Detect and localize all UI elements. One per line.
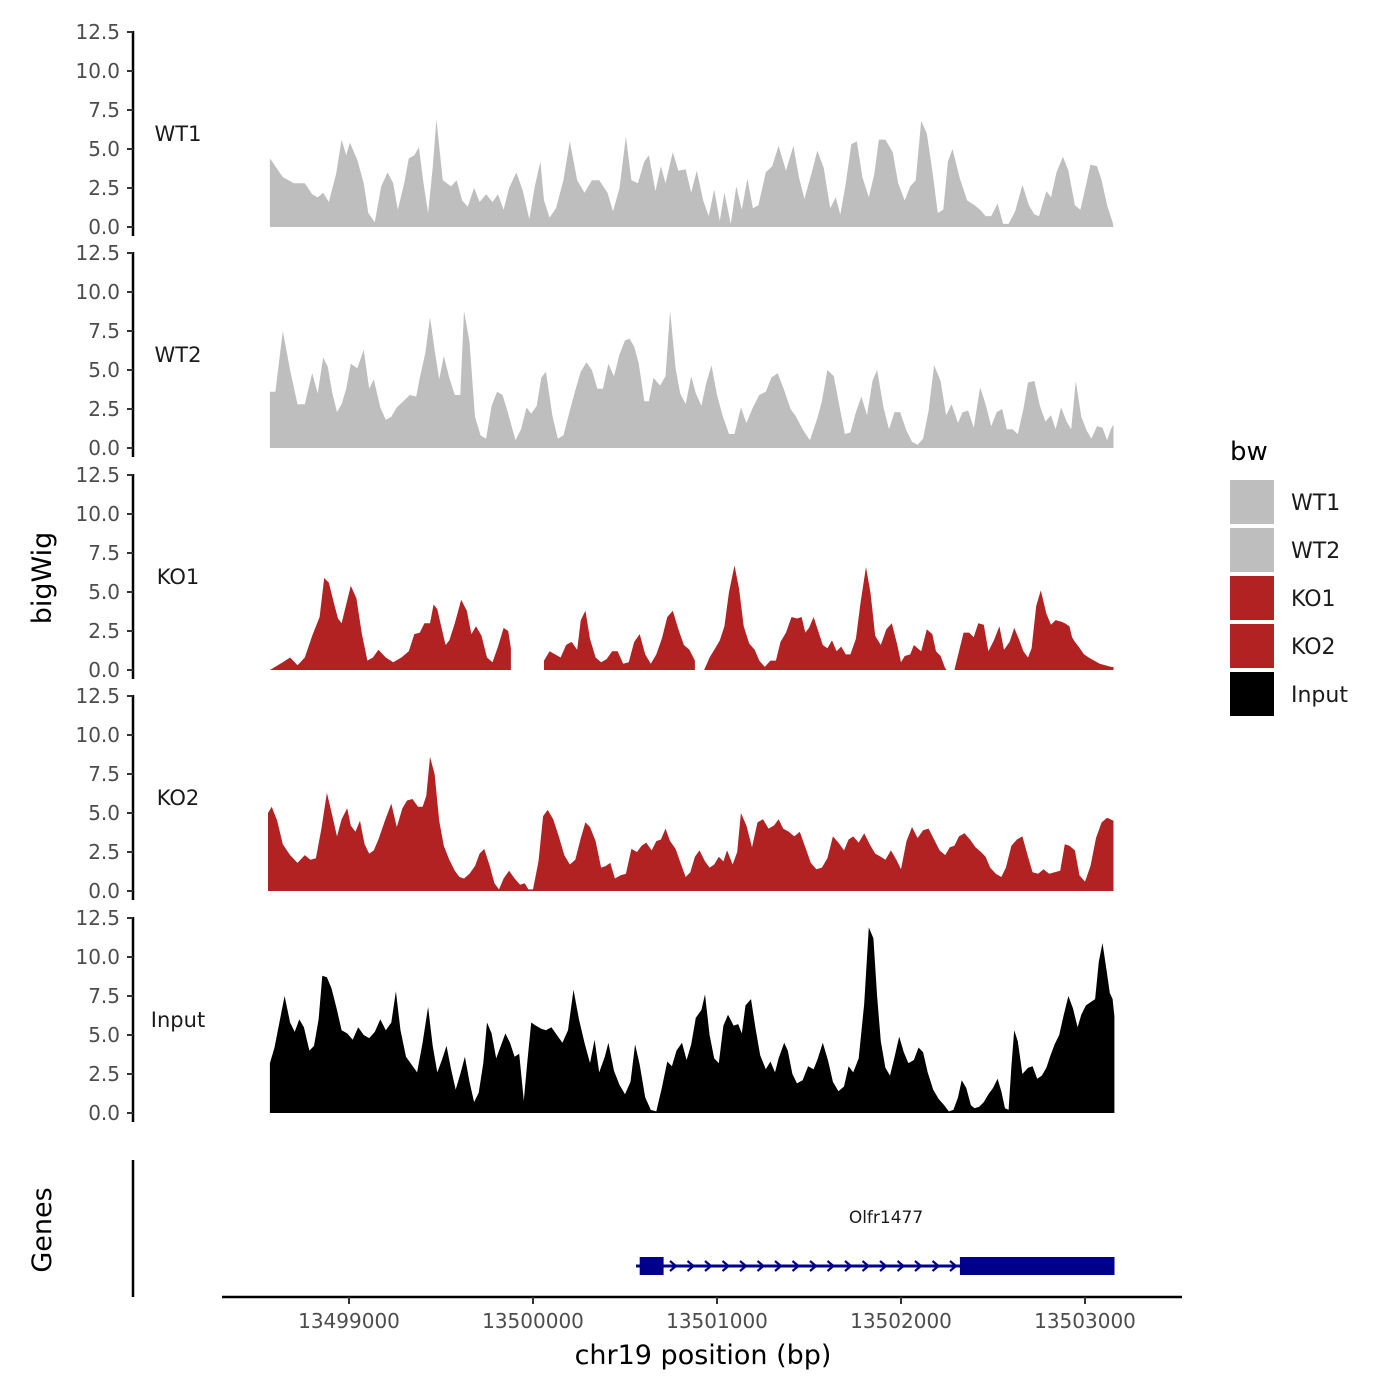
strand-arrow bbox=[931, 1260, 941, 1272]
legend-title: bw bbox=[1230, 437, 1268, 467]
y-tick-label: 5.0 bbox=[88, 137, 120, 161]
y-tick-label: 5.0 bbox=[88, 1023, 120, 1047]
y-tick-label: 10.0 bbox=[75, 280, 120, 304]
legend-item-input: Input bbox=[1230, 672, 1348, 716]
x-tick-label: 13499000 bbox=[298, 1309, 400, 1333]
y-tick-label: 7.5 bbox=[88, 98, 120, 122]
y-tick-label: 0.0 bbox=[88, 879, 120, 903]
y-tick-label: 12.5 bbox=[75, 463, 120, 487]
x-axis-title: chr19 position (bp) bbox=[575, 1340, 832, 1371]
legend-item-ko1: KO1 bbox=[1230, 576, 1336, 620]
track-ko1: 0.0 2.5 5.0 7.5 10.0 12.5 KO1 bbox=[75, 463, 1114, 682]
y-tick-label: 2.5 bbox=[88, 619, 120, 643]
y-tick-label: 10.0 bbox=[75, 723, 120, 747]
coverage-area bbox=[268, 756, 1114, 891]
gene-exon bbox=[959, 1257, 1115, 1275]
legend: bw WT1 WT2 KO1 KO2 Input bbox=[1230, 437, 1348, 716]
y-tick-label: 0.0 bbox=[88, 658, 120, 682]
track-label: WT1 bbox=[155, 122, 202, 146]
y-tick-label: 12.5 bbox=[75, 906, 120, 930]
x-tick-label: 13502000 bbox=[850, 1309, 952, 1333]
y-tick-label: 7.5 bbox=[88, 319, 120, 343]
legend-label: WT1 bbox=[1291, 491, 1340, 516]
coverage-gap bbox=[510, 473, 544, 671]
y-tick-label: 2.5 bbox=[88, 176, 120, 200]
y-tick-label: 7.5 bbox=[88, 762, 120, 786]
y-tick-label: 12.5 bbox=[75, 241, 120, 265]
strand-arrow bbox=[861, 1260, 871, 1272]
y-tick-label: 10.0 bbox=[75, 502, 120, 526]
gene-exon bbox=[639, 1257, 664, 1275]
coverage-area bbox=[269, 565, 1114, 670]
x-tick-label: 13501000 bbox=[666, 1309, 768, 1333]
gene-track: Olfr1477 bbox=[131, 1160, 1115, 1297]
y-tick-label: 0.0 bbox=[88, 1101, 120, 1125]
strand-arrow bbox=[669, 1260, 678, 1272]
legend-item-wt2: WT2 bbox=[1230, 528, 1340, 572]
y-tick-label: 5.0 bbox=[88, 358, 120, 382]
strand-arrow bbox=[949, 1260, 958, 1272]
y-tick-label: 2.5 bbox=[88, 397, 120, 421]
coverage-area bbox=[269, 927, 1115, 1113]
strand-arrow bbox=[704, 1260, 713, 1272]
strand-arrow bbox=[914, 1260, 923, 1272]
y-tick-label: 10.0 bbox=[75, 59, 120, 83]
coverage-tracks: 0.0 2.5 5.0 7.5 10.0 12.5 WT1 0.0 2.5 5.0 7.5 10.0 1… bbox=[75, 20, 1115, 1125]
y-tick-label: 5.0 bbox=[88, 580, 120, 604]
legend-label: Input bbox=[1291, 683, 1348, 708]
coverage-area bbox=[269, 310, 1114, 448]
legend-swatch bbox=[1230, 672, 1274, 716]
track-label: KO2 bbox=[157, 786, 200, 810]
track-wt1: 0.0 2.5 5.0 7.5 10.0 12.5 WT1 bbox=[75, 20, 1114, 239]
strand-arrow bbox=[879, 1260, 888, 1272]
genes-track-title: Genes bbox=[27, 1187, 58, 1272]
legend-swatch bbox=[1230, 576, 1274, 620]
y-axis-title: bigWig bbox=[27, 532, 58, 625]
track-input: 0.0 2.5 5.0 7.5 10.0 12.5 Input bbox=[75, 906, 1115, 1125]
legend-swatch bbox=[1230, 624, 1274, 668]
strand-arrow bbox=[826, 1260, 836, 1272]
track-label: KO1 bbox=[157, 565, 200, 589]
y-tick-label: 12.5 bbox=[75, 20, 120, 44]
coverage-gap bbox=[946, 473, 955, 671]
strand-arrow bbox=[721, 1260, 731, 1272]
legend-label: WT2 bbox=[1291, 539, 1340, 564]
legend-label: KO2 bbox=[1291, 635, 1336, 660]
y-tick-label: 7.5 bbox=[88, 541, 120, 565]
y-tick-label: 0.0 bbox=[88, 215, 120, 239]
strand-arrow bbox=[739, 1260, 748, 1272]
strand-arrow bbox=[896, 1260, 906, 1272]
y-tick-label: 2.5 bbox=[88, 840, 120, 864]
legend-item-ko2: KO2 bbox=[1230, 624, 1336, 668]
strand-arrow bbox=[686, 1260, 696, 1272]
y-tick-label: 5.0 bbox=[88, 801, 120, 825]
strand-arrow bbox=[844, 1260, 853, 1272]
x-tick-label: 13500000 bbox=[482, 1309, 584, 1333]
coverage-gap bbox=[694, 473, 705, 671]
strand-arrow bbox=[791, 1260, 801, 1272]
y-tick-label: 12.5 bbox=[75, 684, 120, 708]
x-axis: 13499000 13500000 13501000 13502000 13503000 bbox=[222, 1295, 1182, 1333]
legend-label: KO1 bbox=[1291, 587, 1336, 612]
x-tick-label: 13503000 bbox=[1034, 1309, 1136, 1333]
y-tick-label: 10.0 bbox=[75, 945, 120, 969]
legend-swatch bbox=[1230, 528, 1274, 572]
y-tick-label: 7.5 bbox=[88, 984, 120, 1008]
strand-arrow bbox=[809, 1260, 818, 1272]
track-label: WT2 bbox=[155, 343, 202, 367]
gene-olfr1477: Olfr1477 bbox=[636, 1208, 1115, 1275]
strand-arrow bbox=[774, 1260, 783, 1272]
track-wt2: 0.0 2.5 5.0 7.5 10.0 12.5 WT2 bbox=[75, 241, 1114, 460]
track-label: Input bbox=[151, 1008, 205, 1032]
gene-name-label: Olfr1477 bbox=[849, 1208, 923, 1228]
y-tick-label: 0.0 bbox=[88, 436, 120, 460]
legend-item-wt1: WT1 bbox=[1230, 480, 1340, 524]
y-tick-label: 2.5 bbox=[88, 1062, 120, 1086]
strand-arrow bbox=[756, 1260, 766, 1272]
track-ko2: 0.0 2.5 5.0 7.5 10.0 12.5 KO2 bbox=[75, 684, 1114, 903]
legend-swatch bbox=[1230, 480, 1274, 524]
coverage-area bbox=[269, 119, 1114, 227]
